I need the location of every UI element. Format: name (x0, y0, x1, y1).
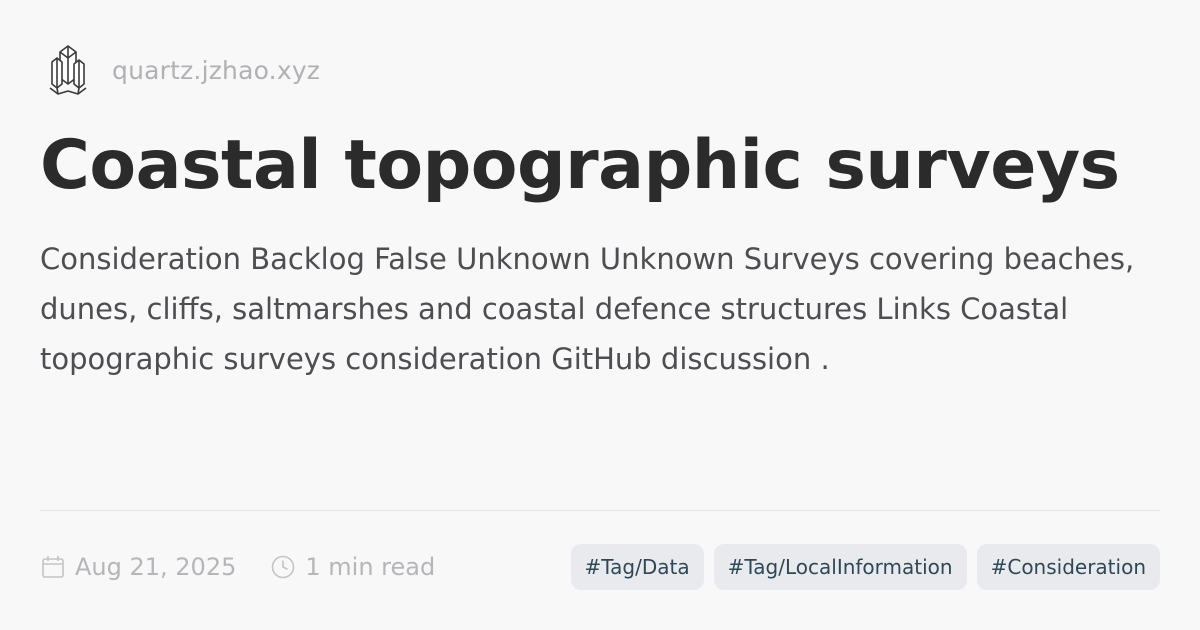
site-header: quartz.jzhao.xyz (46, 41, 320, 99)
page-footer: Aug 21, 2025 1 min read #Tag/Data #Tag/L… (40, 544, 1160, 590)
site-name[interactable]: quartz.jzhao.xyz (112, 55, 321, 85)
footer-divider (40, 510, 1160, 511)
calendar-icon (40, 554, 66, 580)
reading-time-text: 1 min read (305, 553, 436, 581)
date-text: Aug 21, 2025 (75, 553, 237, 581)
page-meta: Aug 21, 2025 1 min read (40, 553, 435, 581)
date-meta: Aug 21, 2025 (40, 553, 236, 581)
tag-consideration[interactable]: #Consideration (976, 544, 1160, 590)
page-title: Coastal topographic surveys (40, 126, 1120, 205)
clock-icon (270, 554, 296, 580)
tag-data[interactable]: #Tag/Data (570, 544, 704, 590)
page-description: Consideration Backlog False Unknown Unkn… (40, 242, 1135, 376)
reading-time-meta: 1 min read (270, 553, 435, 581)
crystal-logo-icon[interactable] (46, 44, 90, 96)
tag-local-information[interactable]: #Tag/LocalInformation (713, 544, 967, 590)
tag-list: #Tag/Data #Tag/LocalInformation #Conside… (561, 544, 1160, 590)
